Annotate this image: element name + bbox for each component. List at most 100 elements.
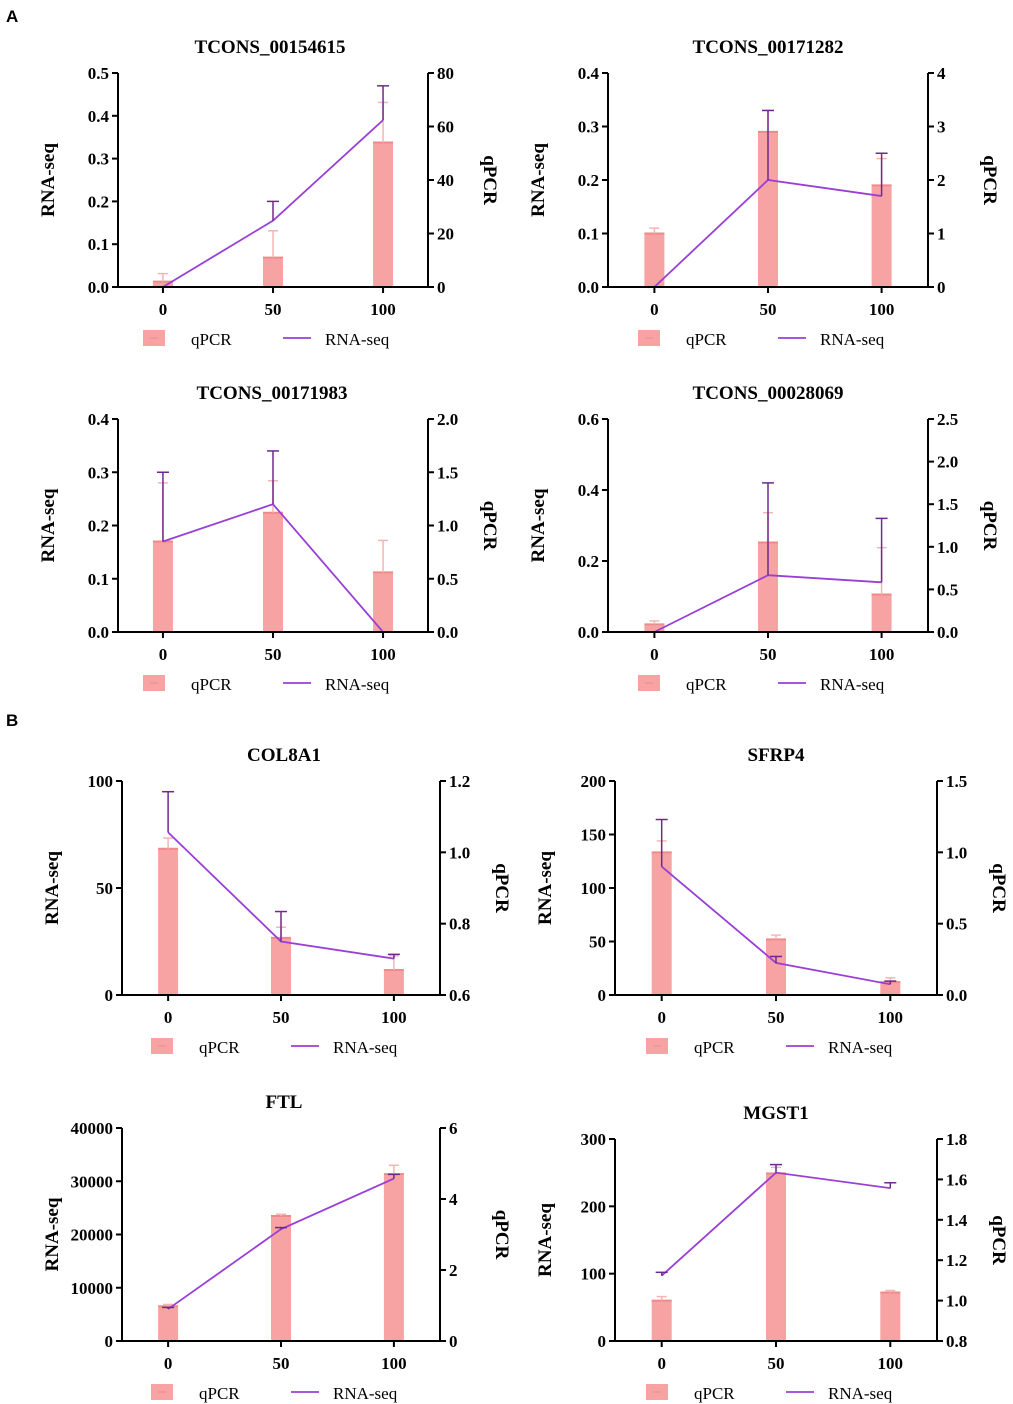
qpcr-bar: [373, 572, 394, 632]
left-tick-label: 0.0: [88, 278, 109, 297]
left-tick-label: 50: [589, 933, 606, 952]
x-tick-label: 100: [370, 300, 396, 319]
x-tick-label: 0: [159, 300, 168, 319]
y-axis-label-left: RNA-seq: [528, 488, 549, 562]
right-tick-label: 1.2: [449, 772, 470, 791]
x-tick-label: 100: [869, 645, 895, 664]
qpcr-bar: [373, 142, 394, 287]
qpcr-bar: [651, 852, 672, 995]
y-axis-label-left: RNA-seq: [535, 1203, 556, 1277]
qpcr-bar: [880, 982, 901, 995]
qpcr-bar: [644, 233, 665, 287]
legend-rnaseq-label: RNA-seq: [828, 1038, 893, 1057]
qpcr-bar: [766, 1173, 786, 1341]
chart-title: COL8A1: [247, 745, 321, 766]
y-axis-label-right: qPCR: [479, 155, 500, 205]
right-tick-label: 0.8: [946, 1332, 967, 1351]
left-tick-label: 200: [581, 772, 607, 791]
left-tick-label: 0.2: [88, 192, 109, 211]
left-tick-label: 50: [96, 879, 113, 898]
chart-4: TCONS_00028069 0.0 0.2 0.4 0.6 0.0 0.5 1.0 1.5 2.…: [528, 383, 1000, 694]
right-tick-label: 1.0: [449, 843, 470, 862]
y-axis-label-left: RNA-seq: [535, 851, 556, 925]
x-tick-label: 0: [164, 1354, 173, 1373]
y-axis-label-right: qPCR: [491, 1210, 512, 1260]
left-tick-label: 0.3: [88, 463, 109, 482]
right-tick-label: 1.2: [946, 1251, 967, 1270]
right-tick-label: 6: [449, 1119, 458, 1138]
legend-rnaseq-label: RNA-seq: [820, 330, 885, 349]
left-tick-label: 0.6: [578, 410, 599, 429]
right-tick-label: 1.5: [937, 495, 958, 514]
x-tick-label: 100: [370, 645, 396, 664]
legend-qpcr-label: qPCR: [686, 675, 727, 694]
right-tick-label: 1.5: [437, 463, 458, 482]
legend-qpcr-label: qPCR: [199, 1038, 240, 1057]
right-tick-label: 0: [437, 278, 446, 297]
left-tick-label: 300: [581, 1130, 607, 1149]
left-tick-label: 0.2: [88, 517, 109, 536]
right-tick-label: 2.5: [937, 410, 958, 429]
qpcr-bar: [758, 542, 778, 632]
chart-title: MGST1: [743, 1103, 808, 1124]
right-tick-label: 2: [449, 1261, 458, 1280]
left-tick-label: 0: [598, 986, 607, 1005]
left-tick-label: 0.1: [578, 225, 599, 244]
chart-title: TCONS_00028069: [693, 383, 844, 404]
y-axis-label-right: qPCR: [979, 155, 1000, 205]
chart-8: MGST1 0 100 200 300 0.8 1.0 1.2 1.4 1.6 1.8 0 50 100 R…: [535, 1103, 1009, 1403]
x-tick-label: 100: [869, 300, 895, 319]
left-tick-label: 100: [581, 1265, 607, 1284]
right-tick-label: 1.0: [946, 843, 967, 862]
right-tick-label: 1.4: [946, 1211, 968, 1230]
legend-rnaseq-label: RNA-seq: [820, 675, 885, 694]
legend-rnaseq-label: RNA-seq: [325, 330, 390, 349]
right-tick-label: 1.0: [946, 1292, 967, 1311]
qpcr-bar: [871, 594, 892, 632]
y-axis-label-right: qPCR: [988, 1215, 1009, 1265]
chart-title: SFRP4: [748, 745, 806, 766]
y-axis-label-right: qPCR: [479, 501, 500, 551]
qpcr-bar: [263, 512, 283, 632]
chart-title: TCONS_00154615: [195, 37, 346, 58]
right-tick-label: 4: [449, 1190, 458, 1209]
chart-title: FTL: [266, 1092, 303, 1113]
left-tick-label: 100: [88, 772, 114, 791]
left-tick-label: 40000: [71, 1119, 114, 1138]
left-tick-label: 0.5: [88, 64, 109, 83]
x-tick-label: 0: [657, 1354, 666, 1373]
y-axis-label-right: qPCR: [491, 863, 512, 913]
right-tick-label: 0.6: [449, 986, 470, 1005]
left-tick-label: 30000: [71, 1172, 114, 1191]
chart-title: TCONS_00171282: [693, 37, 844, 58]
chart-7: FTL 0 10000 20000 30000 40000 0 2 4 6 0 50 100 RNA-se…: [42, 1092, 512, 1403]
right-tick-label: 1.8: [946, 1130, 967, 1149]
right-tick-label: 0.5: [946, 915, 967, 934]
right-tick-label: 80: [437, 64, 454, 83]
left-tick-label: 200: [581, 1197, 607, 1216]
y-axis-label-left: RNA-seq: [38, 488, 59, 562]
qpcr-bar: [152, 281, 173, 287]
x-tick-label: 0: [159, 645, 168, 664]
left-tick-label: 0.0: [578, 623, 599, 642]
right-tick-label: 0.0: [937, 623, 958, 642]
legend-rnaseq-label: RNA-seq: [333, 1038, 398, 1057]
x-tick-label: 100: [381, 1008, 407, 1027]
qpcr-bar: [152, 541, 173, 632]
left-tick-label: 0.1: [88, 235, 109, 254]
qpcr-bar: [383, 1174, 404, 1341]
panel-label-a: A: [6, 7, 18, 26]
left-tick-label: 0.3: [578, 118, 599, 137]
qpcr-bar: [651, 1300, 672, 1341]
left-tick-label: 0: [105, 1332, 114, 1351]
right-tick-label: 0.0: [946, 986, 967, 1005]
qpcr-bar: [158, 1306, 179, 1341]
right-tick-label: 60: [437, 118, 454, 137]
y-axis-label-left: RNA-seq: [42, 1197, 63, 1271]
right-tick-label: 0.5: [937, 580, 958, 599]
left-tick-label: 0.4: [88, 410, 110, 429]
right-tick-label: 1.0: [437, 517, 458, 536]
x-tick-label: 50: [265, 645, 282, 664]
chart-2: TCONS_00171282 0.0 0.1 0.2 0.3 0.4 0 1 2 3 4 0 50 100…: [528, 37, 1000, 349]
